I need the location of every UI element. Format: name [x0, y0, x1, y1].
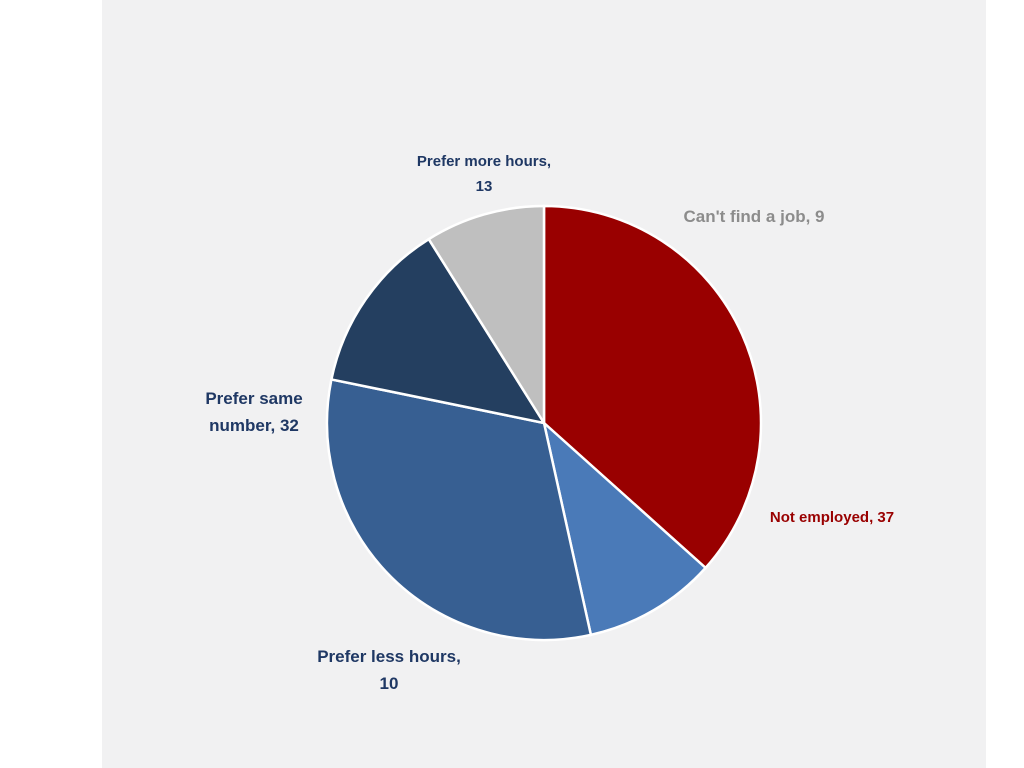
data-label-line: 13: [476, 178, 493, 195]
data-label-line: Prefer more hours,: [417, 153, 551, 170]
data-label-line: number, 32: [209, 416, 299, 435]
pie-slices: [325, 204, 763, 642]
data-label-not-employed: Not employed, 37: [770, 509, 894, 526]
data-label-line: Prefer same: [205, 389, 302, 408]
data-label-prefer-same-number: Prefer same number, 32: [205, 389, 302, 435]
pie-slice-prefer-same-number: [325, 377, 593, 642]
data-label-prefer-more-hours: Prefer more hours, 13: [417, 153, 551, 195]
pie-slice-prefer-more-hours: [329, 237, 547, 425]
pie-slice-can-t-find-a-job: [427, 204, 546, 428]
data-label-line: Prefer less hours,: [317, 647, 461, 666]
pie-slice-prefer-less-hours: [541, 419, 708, 637]
data-label-prefer-less-hours: Prefer less hours, 10: [317, 647, 461, 693]
data-label-line: 10: [380, 674, 399, 693]
data-label-can-t-find-a-job: Can't find a job, 9: [684, 207, 825, 226]
data-label-line: Not employed, 37: [770, 509, 894, 526]
data-label-line: Can't find a job, 9: [684, 207, 825, 226]
pie-slice-not-employed: [542, 204, 763, 570]
